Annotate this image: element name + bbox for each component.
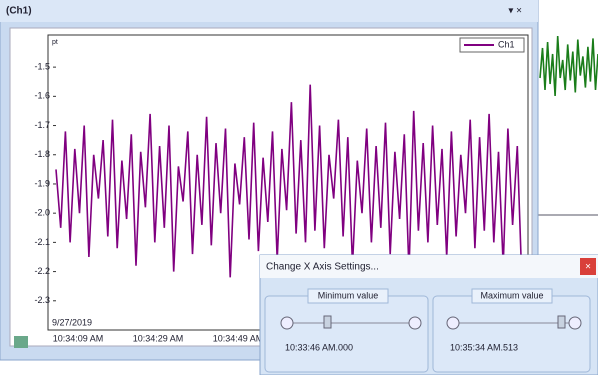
min-group bbox=[264, 295, 429, 373]
min-caption: Minimum value bbox=[318, 290, 379, 300]
x-tick-label: 10:34:49 AM bbox=[213, 333, 264, 343]
min-thumb[interactable] bbox=[323, 315, 332, 329]
dialog-title: Change X Axis Settings... bbox=[266, 262, 379, 273]
min-value: 10:33:46 AM.000 bbox=[285, 342, 353, 352]
min-increase[interactable] bbox=[408, 316, 422, 330]
y-tick-label: -2.2 bbox=[34, 266, 50, 276]
y-tick-label: -1.5 bbox=[34, 62, 50, 72]
window-titlebar bbox=[0, 0, 538, 22]
date-label: 9/27/2019 bbox=[52, 317, 92, 327]
legend-label: Ch1 bbox=[498, 39, 515, 49]
chart-icon[interactable] bbox=[14, 336, 28, 348]
y-tick-label: -1.7 bbox=[34, 120, 50, 130]
y-tick-label: -1.9 bbox=[34, 178, 50, 188]
min-caption-box bbox=[307, 288, 389, 304]
window-controls[interactable]: ▾ × bbox=[508, 6, 522, 17]
window-title: (Ch1) bbox=[6, 6, 32, 17]
max-increase[interactable] bbox=[568, 316, 582, 330]
close-button[interactable] bbox=[580, 258, 596, 275]
max-caption-box bbox=[471, 288, 553, 304]
y-tick-label: -1.8 bbox=[34, 149, 50, 159]
y-tick-label: -2.3 bbox=[34, 295, 50, 305]
y-tick-label: -2.0 bbox=[34, 208, 50, 218]
x-tick-label: 10:34:09 AM bbox=[53, 333, 104, 343]
min-decrease[interactable] bbox=[280, 316, 294, 330]
series-line bbox=[539, 35, 598, 97]
dialog-titlebar bbox=[260, 255, 598, 278]
unit-label: pt bbox=[52, 39, 58, 46]
close-icon: × bbox=[585, 262, 591, 273]
x-tick-label: 10:34:29 AM bbox=[133, 333, 184, 343]
series-line bbox=[55, 84, 523, 287]
max-caption: Maximum value bbox=[480, 290, 543, 300]
max-decrease[interactable] bbox=[446, 316, 460, 330]
y-tick-label: -2.1 bbox=[34, 237, 50, 247]
max-value: 10:35:34 AM.513 bbox=[450, 342, 518, 352]
dialog: Change X Axis Settings... × Minimum valu… bbox=[259, 254, 598, 376]
y-tick-label: -1.6 bbox=[34, 91, 50, 101]
max-group bbox=[432, 295, 591, 373]
max-thumb[interactable] bbox=[557, 315, 566, 329]
